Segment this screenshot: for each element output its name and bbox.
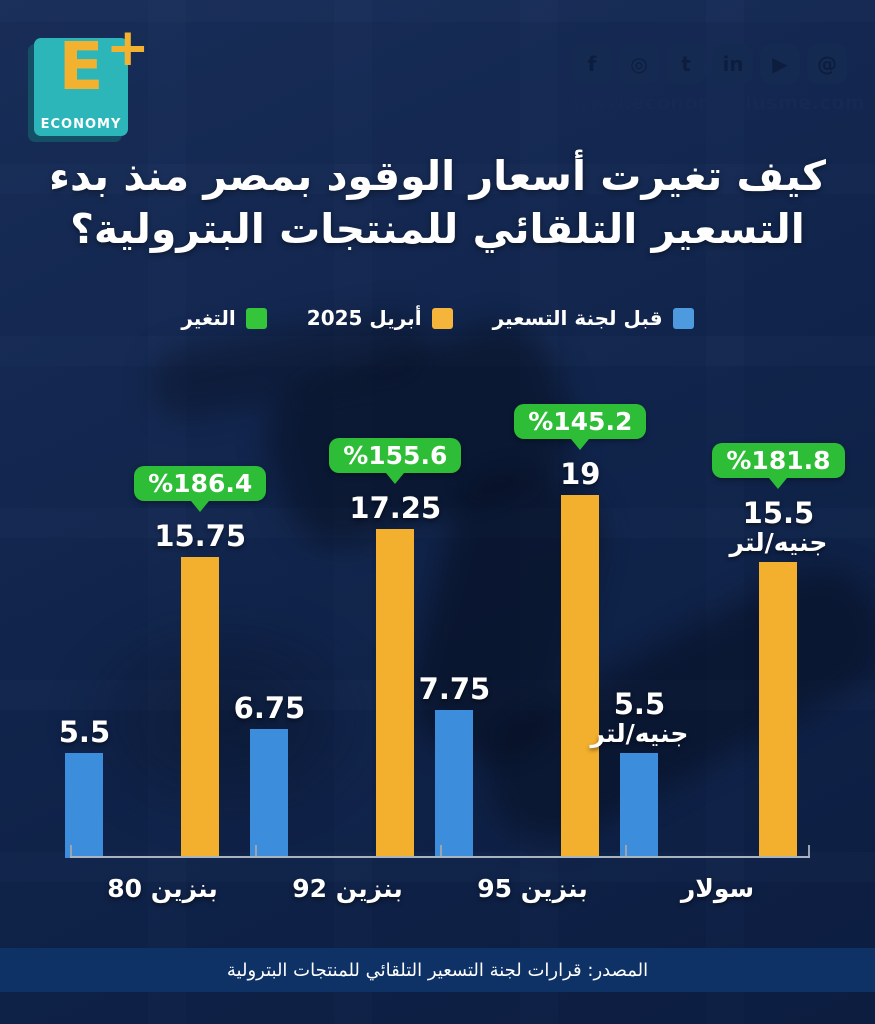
- april-value-label: 19: [560, 457, 601, 491]
- axis-tick: [808, 845, 810, 856]
- axis-tick: [255, 845, 257, 856]
- page-title: كيف تغيرت أسعار الوقود بمصر منذ بدء التس…: [0, 150, 875, 257]
- website-url: www.economyplusme.com: [571, 92, 866, 114]
- legend-label: قبل لجنة التسعير: [492, 306, 663, 330]
- category-benzene-80: بنزين 80: [107, 874, 218, 903]
- instagram-icon: ◎: [619, 44, 659, 84]
- category-labels: بنزين 80 بنزين 92 بنزين 95 سولار: [70, 874, 810, 903]
- bar-group-benzene-92: 6.75 %155.6 17.25: [234, 438, 462, 858]
- economy-plus-logo: E + ECONOMY: [34, 22, 154, 144]
- april-value-label: 17.25: [349, 491, 442, 525]
- plus-icon: +: [106, 18, 150, 78]
- badge-tail-icon: [571, 439, 590, 450]
- facebook-icon: f: [572, 44, 612, 84]
- logo-letter: E: [58, 28, 104, 105]
- blue-swatch-icon: [672, 307, 694, 329]
- twitter-icon: t: [666, 44, 706, 84]
- bar-group-benzene-80: 5.5 %186.4 15.75: [59, 466, 267, 858]
- category-benzene-92: بنزين 92: [292, 874, 403, 903]
- legend-label: التغير: [181, 306, 236, 330]
- before-value-label: 6.75: [233, 691, 306, 725]
- logo-square: [34, 38, 128, 136]
- badge-tail-icon: [386, 473, 405, 484]
- change-percent-label: %155.6: [343, 441, 448, 470]
- april-value-label: 15.5: [742, 496, 815, 530]
- category-benzene-95: بنزين 95: [477, 874, 588, 903]
- legend-item-before-committee: قبل لجنة التسعير: [493, 306, 694, 330]
- april-bar: [376, 529, 415, 858]
- social-media-block: f ◎ t in ▶ @ www.economyplusme.com: [571, 44, 866, 114]
- april-bar: [181, 557, 220, 858]
- legend-label: أبريل 2025: [306, 306, 422, 330]
- axis-tick: [625, 845, 627, 856]
- change-badge: %186.4: [134, 466, 267, 512]
- category-diesel: سولار: [680, 874, 755, 903]
- yellow-swatch-icon: [431, 307, 453, 329]
- bar-chart: 5.5 %186.4 15.75 6.75 %155.6 17.25: [59, 404, 845, 858]
- change-percent-label: %186.4: [148, 469, 253, 498]
- source-text: المصدر: قرارات لجنة التسعير التلقائي للم…: [226, 959, 649, 981]
- april-unit-label: جنيه/لتر: [729, 528, 828, 557]
- legend-item-change: التغير: [181, 306, 267, 330]
- before-bar: [250, 729, 289, 858]
- change-badge: %145.2: [514, 404, 647, 450]
- badge-tail-icon: [769, 478, 788, 489]
- change-badge: %181.8: [712, 443, 845, 489]
- bar-group-benzene-95: 7.75 %145.2 19: [419, 404, 647, 858]
- april-bar: [561, 495, 600, 858]
- source-band: المصدر: قرارات لجنة التسعير التلقائي للم…: [0, 948, 875, 992]
- green-swatch-icon: [245, 307, 267, 329]
- before-value-label: 7.75: [418, 672, 491, 706]
- before-unit-label: جنيه/لتر: [590, 719, 689, 748]
- linkedin-icon: in: [713, 44, 753, 84]
- legend-item-april-2025: أبريل 2025: [307, 306, 453, 330]
- before-bar: [435, 710, 474, 858]
- before-value-label: 5.5: [613, 687, 666, 721]
- axis-tick: [70, 845, 72, 856]
- april-value-label: 15.75: [154, 519, 247, 553]
- x-axis: [70, 845, 810, 858]
- before-value-label: 5.5: [58, 715, 111, 749]
- title-line-1: كيف تغيرت أسعار الوقود بمصر منذ بدء: [49, 152, 826, 200]
- april-bar: [759, 562, 798, 858]
- before-bar: [65, 753, 104, 858]
- change-percent-label: %145.2: [528, 407, 633, 436]
- change-badge: %155.6: [329, 438, 462, 484]
- axis-tick: [440, 845, 442, 856]
- title-line-2: التسعير التلقائي للمنتجات البترولية؟: [70, 205, 805, 254]
- badge-tail-icon: [191, 501, 210, 512]
- bar-group-diesel: 5.5 جنيه/لتر %181.8 15.5 جنيه/لتر: [591, 443, 845, 858]
- threads-icon: @: [807, 44, 847, 84]
- before-bar: [620, 753, 659, 858]
- youtube-icon: ▶: [760, 44, 800, 84]
- social-icon-row: f ◎ t in ▶ @: [571, 44, 847, 84]
- chart-legend: التغير أبريل 2025 قبل لجنة التسعير: [0, 306, 875, 330]
- logo-wordmark: ECONOMY: [40, 117, 122, 132]
- change-percent-label: %181.8: [726, 446, 831, 475]
